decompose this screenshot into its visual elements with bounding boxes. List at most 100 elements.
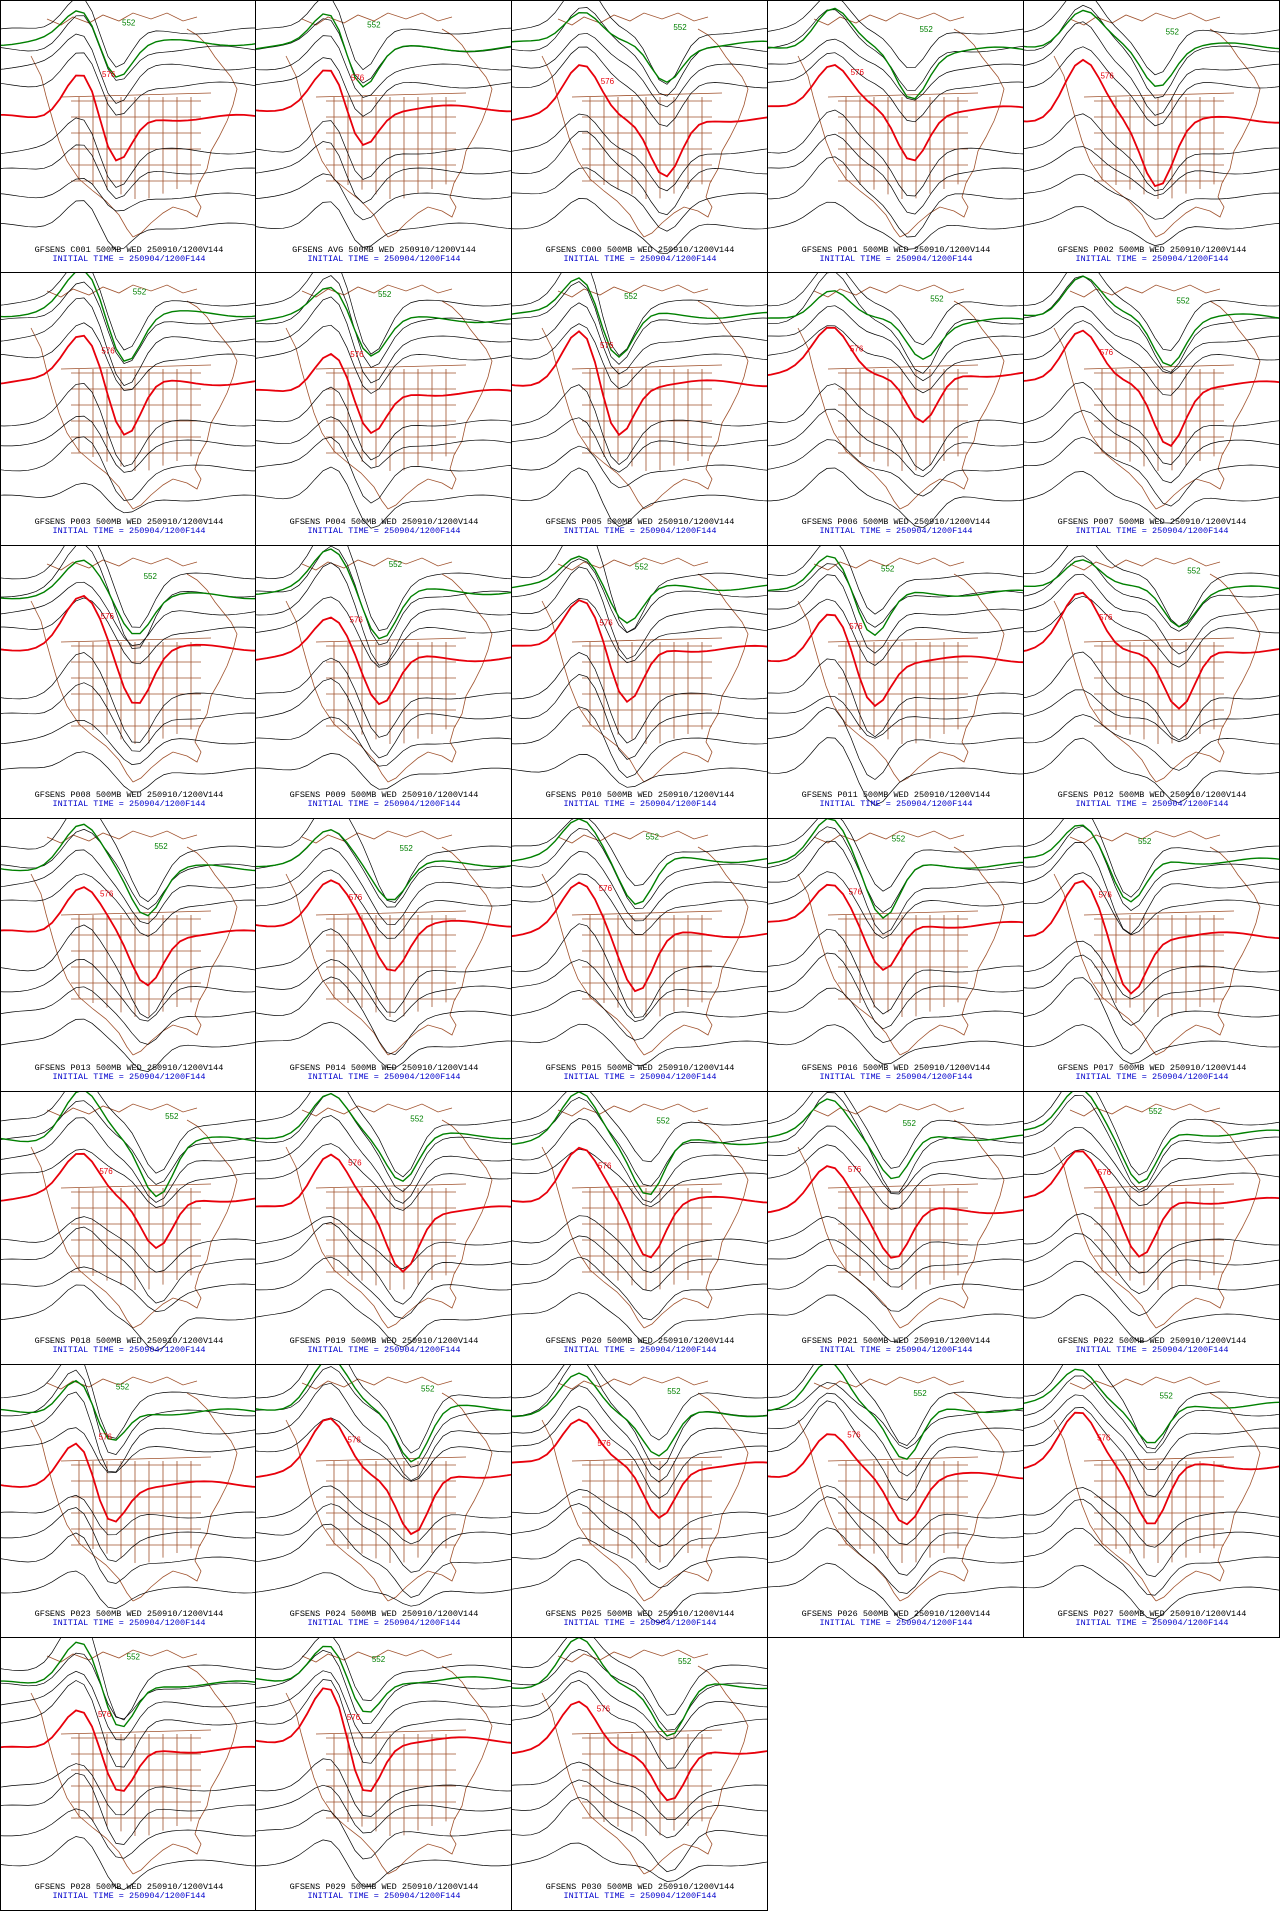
height-contour-line (1, 873, 255, 937)
height-contour-map: 576 552 (256, 273, 511, 529)
contour-552-label: 552 (930, 294, 944, 303)
height-contour-line (1024, 206, 1279, 246)
contour-552-line (768, 1365, 1023, 1461)
height-contour-map: 576 552 (1, 1092, 255, 1352)
political-boundary (557, 12, 709, 26)
political-boundary (301, 284, 453, 298)
height-contour-line (512, 1558, 767, 1624)
political-boundary (541, 573, 749, 783)
height-contour-line (1024, 940, 1279, 1000)
height-contour-line (512, 417, 767, 473)
contour-552-label: 552 (378, 290, 392, 299)
height-contour-line (768, 439, 1023, 497)
panel-initial-time: INITIAL TIME = 250904/1200F144 (563, 254, 717, 264)
height-contour-line (768, 9, 1023, 92)
height-contour-line (768, 928, 1023, 1015)
contour-576-line (1024, 58, 1279, 188)
contour-552-line (1024, 275, 1279, 367)
height-contour-line (256, 1758, 511, 1817)
height-contour-line (1024, 113, 1279, 192)
political-boundary (1069, 1103, 1221, 1117)
contour-576-line (256, 69, 511, 147)
contour-552-line (512, 555, 767, 624)
height-contour-line (256, 324, 511, 394)
contour-576-line (512, 599, 767, 704)
panel-initial-time: INITIAL TIME = 250904/1200F144 (819, 799, 973, 809)
height-contour-line (512, 990, 767, 1041)
height-contour-line (1, 959, 255, 1022)
height-contour-map: 576 552 (512, 1092, 767, 1345)
ensemble-map-panel: 576 552 GFSENS P006 500MB WED 250910/1200V… (768, 273, 1024, 546)
ensemble-map-panel: 576 552 GFSENS AVG 500MB WED 250910/1200V1… (256, 0, 512, 273)
contour-552-label: 552 (372, 1655, 386, 1664)
height-contour-line (512, 1648, 767, 1731)
height-contour-map: 576 552 (256, 1, 511, 248)
contour-552-line (256, 829, 511, 901)
panel-title: GFSENS P004 500MB WED 250910/1200V144 (289, 517, 479, 527)
height-contour-line (768, 658, 1023, 738)
panel-title: GFSENS P018 500MB WED 250910/1200V144 (34, 1336, 224, 1346)
contour-552-label: 552 (127, 1653, 141, 1662)
height-contour-line (1024, 1148, 1279, 1206)
contour-576-label: 576 (101, 347, 115, 356)
height-contour-line (512, 706, 767, 779)
height-contour-line (768, 819, 1023, 892)
contour-576-line (1024, 1150, 1279, 1258)
height-contour-line (1, 819, 255, 903)
height-contour-line (1, 1226, 255, 1304)
height-contour-line (1, 482, 255, 514)
height-contour-line (512, 546, 767, 633)
contour-576-label: 576 (849, 887, 863, 896)
height-contour-line (1024, 1092, 1279, 1176)
height-contour-line (768, 1365, 1023, 1447)
height-contour-line (768, 598, 1023, 666)
height-contour-line (512, 1023, 767, 1066)
ensemble-map-panel: 576 552 GFSENS P013 500MB WED 250910/1200V… (0, 819, 256, 1092)
panel-initial-time: INITIAL TIME = 250904/1200F144 (52, 1891, 206, 1901)
panel-initial-time: INITIAL TIME = 250904/1200F144 (1075, 526, 1229, 536)
height-contour-line (512, 281, 767, 365)
panel-initial-time: INITIAL TIME = 250904/1200F144 (52, 1345, 206, 1355)
height-contour-line (256, 201, 511, 248)
height-contour-line (1, 1148, 255, 1208)
panel-initial-time: INITIAL TIME = 250904/1200F144 (563, 1072, 717, 1082)
panel-initial-time: INITIAL TIME = 250904/1200F144 (307, 1618, 461, 1628)
height-contour-line (768, 383, 1023, 472)
panel-title: GFSENS P010 500MB WED 250910/1200V144 (545, 790, 735, 800)
panel-initial-time: INITIAL TIME = 250904/1200F144 (1075, 254, 1229, 264)
contour-576-line (1, 334, 255, 436)
political-boundary (301, 1103, 453, 1117)
height-contour-line (512, 828, 767, 909)
contour-552-line (768, 7, 1023, 100)
panel-title: GFSENS P009 500MB WED 250910/1200V144 (289, 790, 479, 800)
panel-initial-time: INITIAL TIME = 250904/1200F144 (1075, 1345, 1229, 1355)
height-contour-line (768, 952, 1023, 1030)
panel-initial-time: INITIAL TIME = 250904/1200F144 (563, 526, 717, 536)
ensemble-map-panel: 576 552 GFSENS P023 500MB WED 250910/1200V… (0, 1365, 256, 1638)
height-contour-map: 576 552 (256, 1638, 511, 1887)
height-contour-line (1024, 842, 1279, 935)
contour-576-line (768, 64, 1023, 162)
height-contour-map: 576 552 (768, 819, 1023, 1065)
height-contour-map: 576 552 (1, 273, 255, 514)
panel-initial-time: INITIAL TIME = 250904/1200F144 (1075, 1072, 1229, 1082)
contour-576-label: 576 (349, 893, 363, 902)
contour-576-label: 576 (1099, 613, 1113, 622)
contour-576-line (768, 326, 1023, 424)
political-boundary (1069, 830, 1221, 844)
contour-576-label: 576 (597, 1704, 611, 1713)
contour-552-line (1024, 824, 1279, 903)
panel-initial-time: INITIAL TIME = 250904/1200F144 (819, 1072, 973, 1082)
contour-576-line (512, 64, 767, 178)
height-contour-line (1, 682, 255, 752)
height-contour-line (768, 1092, 1023, 1193)
height-contour-line (256, 1366, 511, 1468)
political-boundary (827, 364, 979, 471)
height-contour-line (256, 847, 511, 925)
height-contour-line (256, 1572, 511, 1607)
political-boundary (797, 846, 1005, 1056)
height-contour-map: 576 552 (768, 1365, 1023, 1622)
height-contour-map: 576 552 (256, 1365, 511, 1607)
political-boundary (30, 28, 238, 238)
height-contour-line (512, 113, 767, 192)
